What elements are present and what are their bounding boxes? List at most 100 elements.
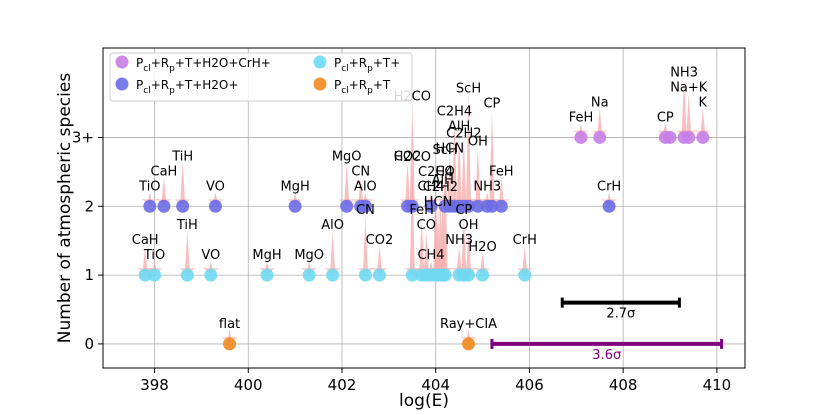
point-label: NH3 [445,233,473,248]
point-label: CP [657,110,674,125]
data-point [682,130,696,144]
x-axis-label: log(E) [399,391,449,411]
data-point [663,130,677,144]
point-label: CH4 [417,179,444,194]
y-tick-label: 1 [84,266,94,284]
legend-label-part: +R [349,78,367,92]
x-tick-label: 404 [421,376,450,394]
point-label: C2H4 [437,104,472,119]
y-tick-label: 2 [84,197,94,215]
legend-label-part: P [334,78,341,92]
data-point [358,268,372,282]
label-pin [142,246,148,274]
data-point [494,199,508,213]
legend-label-part: p [169,64,175,74]
point-label: FeH [489,164,514,179]
y-ticks: 0 1 2 3+ [72,128,103,353]
point-label: HCN [424,195,453,210]
data-point [485,199,499,213]
label-pin [498,177,504,205]
sigma-bars: 2.7σ 3.6σ [490,297,724,363]
data-point [223,337,237,351]
y-axis-label: Number of atmospheric species [55,73,75,344]
point-label: AlO [354,179,377,194]
point-label: TiH [176,218,198,233]
y-tick-label: 3+ [72,128,94,146]
label-pin [466,94,472,205]
point-label: H2O [468,240,496,255]
point-label: CN [356,203,375,218]
point-label: NH3 [473,179,501,194]
data-point [593,130,607,144]
legend-entry-label: Pcl+Rp+T [334,78,391,96]
point-label: CH4 [417,248,444,263]
x-tick-label: 406 [515,376,544,394]
label-pin [419,216,425,274]
data-point [471,199,485,213]
label-pin [686,93,692,136]
data-point [208,199,222,213]
legend-label-part: cl [143,86,150,96]
x-ticks: 398 400 402 404 406 408 410 [140,368,731,394]
point-label: VO [201,248,220,263]
label-pin [423,231,429,274]
point-label: ScH [432,143,457,158]
data-point [148,268,162,282]
point-label: CO [417,218,436,233]
data-point [438,268,452,282]
data-point [302,268,316,282]
label-pin [330,231,336,274]
label-pin [358,177,364,205]
legend-label-part: P [136,78,143,92]
point-label: C2H2 [446,126,481,141]
label-pin [376,246,382,274]
label-pin [681,78,687,136]
point-label: C2H4 [418,165,453,180]
point-label: Na+K [670,80,708,95]
point-label: ScH [456,81,481,96]
label-pin [405,162,411,205]
point-label: CO2 [394,149,422,164]
x-tick-label: 398 [140,376,169,394]
label-pin [180,162,186,205]
data-point [405,268,419,282]
point-label: CP [483,96,500,111]
legend-marker [313,77,327,91]
label-pin [362,216,368,274]
point-label: CN [351,164,370,179]
legend-entry-label: Pcl+Rp+T+H2O+ [136,78,238,96]
label-pin [466,231,472,274]
point-label: MgO [332,149,362,164]
data-point [372,268,386,282]
label-pin [456,132,462,205]
label-pin [475,147,481,205]
data-point [157,199,171,213]
data-point [176,199,190,213]
data-point [574,130,588,144]
data-point [518,268,532,282]
legend-box [109,52,413,102]
data-point [340,199,354,213]
point-label: Ray+CIA [440,317,497,332]
data-point [476,268,490,282]
data-point [462,199,476,213]
legend-label-part: P [334,56,341,70]
label-pin [489,109,495,205]
x-tick-label: 400 [234,376,263,394]
point-label: CO [435,164,454,179]
data-point [696,130,710,144]
point-label: OH [459,218,479,233]
data-point [180,268,194,282]
point-label: AlO [321,218,344,233]
point-label: AlH [448,119,470,134]
label-pin [522,246,528,274]
label-pin [409,163,415,274]
point-label: TiH [171,149,193,164]
legend-label-part: cl [143,64,150,74]
x-tick-label: 410 [703,376,732,394]
plot-frame [102,47,746,369]
point-label: FeH [569,110,594,125]
label-pin [447,154,453,205]
label-pin [597,108,603,136]
legend-label-part: +T+H2O+ [175,78,239,92]
